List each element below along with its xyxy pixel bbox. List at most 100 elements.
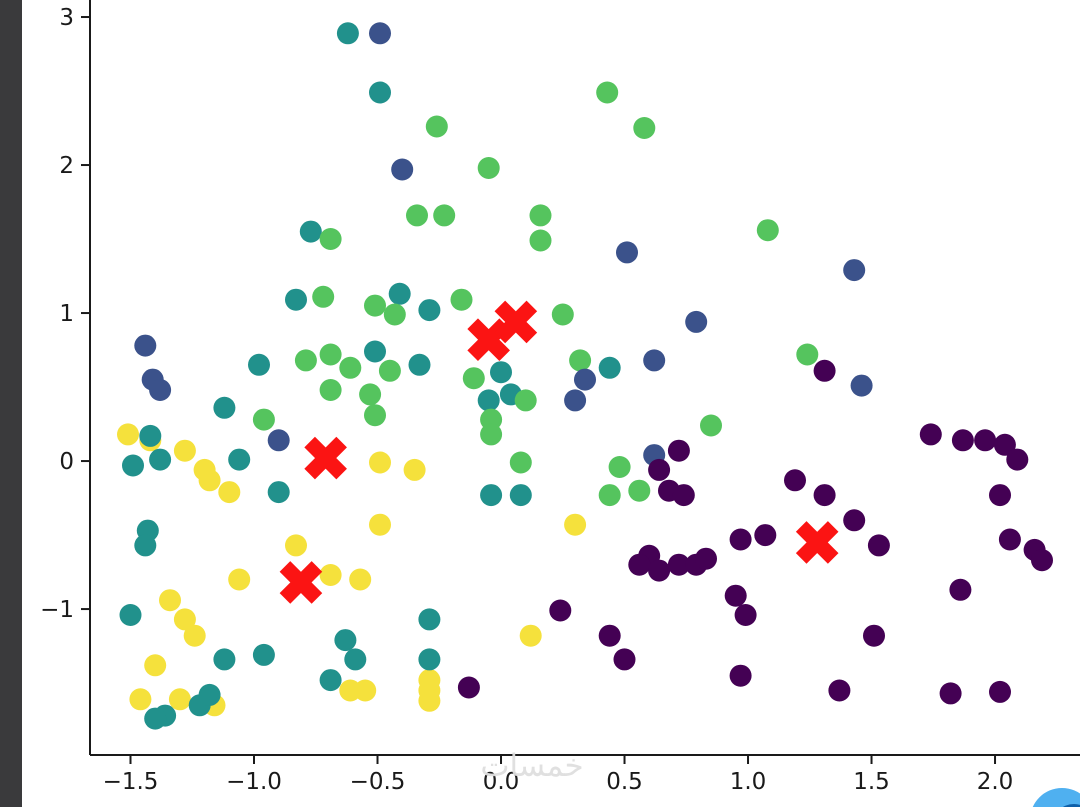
scatter-point-cluster-green: [756, 219, 779, 242]
scatter-point-cluster-teal: [134, 534, 157, 557]
scatter-point-cluster-green: [378, 359, 401, 382]
scatter-point-cluster-purple: [613, 648, 636, 671]
scatter-point-cluster-green: [406, 204, 428, 227]
scatter-point-cluster-purple: [993, 433, 1016, 456]
scatter-point-cluster-purple: [549, 599, 572, 622]
scatter-point-cluster-green: [450, 288, 473, 311]
scatter-point-cluster-green: [700, 414, 722, 437]
scatter-point-cluster-purple: [989, 680, 1011, 703]
scatter-point-cluster-blue: [574, 368, 596, 391]
scatter-point-cluster-yellow: [228, 568, 251, 591]
scatter-point-cluster-teal: [480, 484, 503, 507]
scatter-point-cluster-purple: [724, 584, 747, 607]
scatter-point-cluster-teal: [299, 220, 322, 243]
scatter-point-cluster-teal: [408, 353, 431, 376]
scatter-point-cluster-yellow: [198, 469, 221, 492]
scatter-point-cluster-green: [359, 383, 382, 406]
scatter-point-cluster-green: [319, 379, 342, 401]
centroid-marker: [494, 300, 538, 344]
scatter-point-cluster-green: [433, 204, 456, 227]
scatter-point-cluster-green: [569, 349, 592, 372]
scatter-point-cluster-yellow: [144, 654, 167, 677]
scatter-point-cluster-teal: [122, 454, 144, 477]
scatter-point-cluster-green: [596, 81, 619, 104]
scatter-point-cluster-purple: [813, 359, 836, 382]
scatter-point-cluster-green: [364, 404, 386, 427]
scatter-point-cluster-blue: [643, 349, 666, 372]
x-tick-label: 2.0: [977, 769, 1014, 795]
scatter-point-cluster-purple: [784, 469, 806, 492]
scatter-point-cluster-teal: [344, 648, 367, 671]
scatter-point-cluster-purple: [628, 553, 651, 576]
scatter-point-cluster-teal: [418, 648, 441, 671]
x-tick-label: 0.5: [606, 769, 643, 795]
scatter-point-cluster-purple: [998, 528, 1021, 551]
scatter-point-cluster-purple: [919, 423, 942, 446]
scatter-point-cluster-yellow: [183, 624, 206, 647]
scatter-point-cluster-green: [339, 356, 362, 379]
scatter-point-cluster-teal: [228, 448, 251, 471]
scatter-point-cluster-yellow: [173, 439, 196, 462]
scatter-point-cluster-purple: [648, 559, 671, 582]
centroid-marker: [279, 561, 323, 604]
scatter-point-cluster-purple: [729, 528, 752, 551]
scatter-point-cluster-purple: [648, 458, 671, 481]
x-tick-label: 1.0: [730, 769, 767, 795]
scatter-point-cluster-green: [628, 479, 651, 502]
scatter-point-cluster-green: [480, 423, 503, 446]
scatter-point-cluster-purple: [598, 624, 621, 647]
scatter-point-cluster-blue: [149, 379, 172, 401]
scatter-point-cluster-green: [608, 456, 631, 478]
scatter-point-cluster-blue: [843, 259, 866, 282]
scatter-point-cluster-green: [425, 115, 448, 138]
scatter-point-cluster-teal: [139, 424, 162, 447]
x-tick-label: 1.5: [853, 769, 890, 795]
scatter-point-cluster-teal: [319, 669, 342, 692]
scatter-point-cluster-teal: [213, 396, 236, 419]
scatter-point-cluster-yellow: [218, 481, 241, 504]
scatter-point-cluster-purple: [974, 429, 997, 452]
scatter-point-cluster-blue: [267, 429, 290, 452]
scatter-point-cluster-green: [477, 157, 500, 179]
scatter-point-cluster-purple: [867, 534, 890, 557]
scatter-point-cluster-purple: [951, 429, 974, 452]
watermark-logo-inner-icon: [1062, 804, 1080, 807]
x-tick-label: 0.0: [483, 769, 520, 795]
scatter-point-cluster-purple: [828, 679, 851, 702]
scatter-point-cluster-yellow: [369, 451, 391, 474]
scatter-point-cluster-blue: [616, 241, 638, 264]
scatter-point-cluster-purple: [754, 524, 777, 547]
scatter-point-cluster-teal: [509, 484, 532, 507]
scatter-point-cluster-blue: [369, 22, 391, 45]
centroid-marker: [304, 436, 347, 480]
x-tick-label: −1.5: [103, 769, 159, 795]
scatter-point-cluster-purple: [457, 676, 480, 699]
scatter-point-cluster-green: [319, 343, 342, 366]
scatter-point-cluster-purple: [989, 484, 1011, 507]
watermark-logo-icon: [1032, 788, 1080, 807]
x-tick-label: −1.0: [226, 769, 282, 795]
y-tick-label: −1: [40, 597, 74, 623]
scatter-point-cluster-green: [529, 229, 552, 252]
scatter-point-cluster-green: [509, 451, 532, 474]
scatter-point-cluster-teal: [336, 22, 359, 45]
scatter-point-cluster-green: [294, 349, 317, 372]
scatter-point-cluster-blue: [391, 158, 414, 181]
scatter-point-cluster-teal: [477, 389, 500, 412]
scatter-point-cluster-purple: [813, 484, 836, 507]
scatter-point-cluster-green: [598, 484, 621, 507]
watermark-text: خمسات: [480, 748, 584, 784]
scatter-point-cluster-green: [319, 228, 342, 250]
y-tick-label: 0: [59, 449, 74, 475]
scatter-point-cluster-yellow: [369, 513, 391, 536]
scatter-point-cluster-green: [633, 117, 656, 139]
scatter-point-cluster-teal: [418, 299, 441, 322]
scatter-point-cluster-teal: [388, 282, 411, 305]
scatter-point-cluster-yellow: [354, 679, 377, 702]
scatter-point-cluster-blue: [134, 334, 157, 357]
scatter-point-cluster-teal: [598, 356, 621, 379]
left-edge-bar: [0, 0, 22, 807]
scatter-point-cluster-yellow: [564, 513, 587, 536]
scatter-point-cluster-blue: [685, 310, 708, 333]
